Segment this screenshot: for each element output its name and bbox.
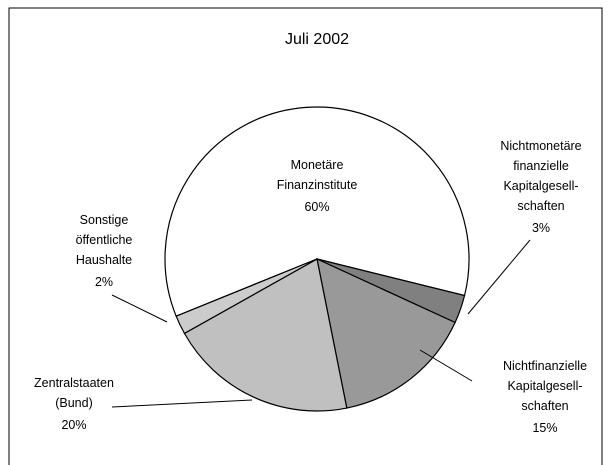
value-label: 60% bbox=[304, 200, 329, 214]
pie-slice bbox=[316, 257, 456, 409]
slice-label: Zentralstaaten (Bund) bbox=[34, 376, 114, 410]
value-label: 20% bbox=[61, 418, 86, 432]
pie-slice bbox=[175, 258, 318, 335]
slice-label: Nichtmonetäre finanzielle Kapitalgesell-sc… bbox=[500, 139, 581, 213]
value-label: 2% bbox=[95, 275, 113, 289]
slice-label: Monetäre Finanzinstitute bbox=[277, 158, 358, 192]
leader-line bbox=[111, 399, 253, 408]
value-label: 3% bbox=[532, 221, 550, 235]
leader-line bbox=[419, 349, 473, 382]
chart-frame bbox=[8, 7, 603, 465]
slice-label: Sonstige öffentliche Haushalte bbox=[76, 213, 133, 267]
chart-title: Juli 2002 bbox=[285, 31, 349, 48]
pie-slice bbox=[183, 258, 348, 412]
pie-slice bbox=[164, 106, 470, 317]
leader-line bbox=[111, 294, 168, 323]
value-label: 15% bbox=[532, 421, 557, 435]
slice-label: Nichtfinanzielle Kapitalgesell-schaften bbox=[503, 359, 587, 413]
leader-line bbox=[467, 239, 531, 315]
